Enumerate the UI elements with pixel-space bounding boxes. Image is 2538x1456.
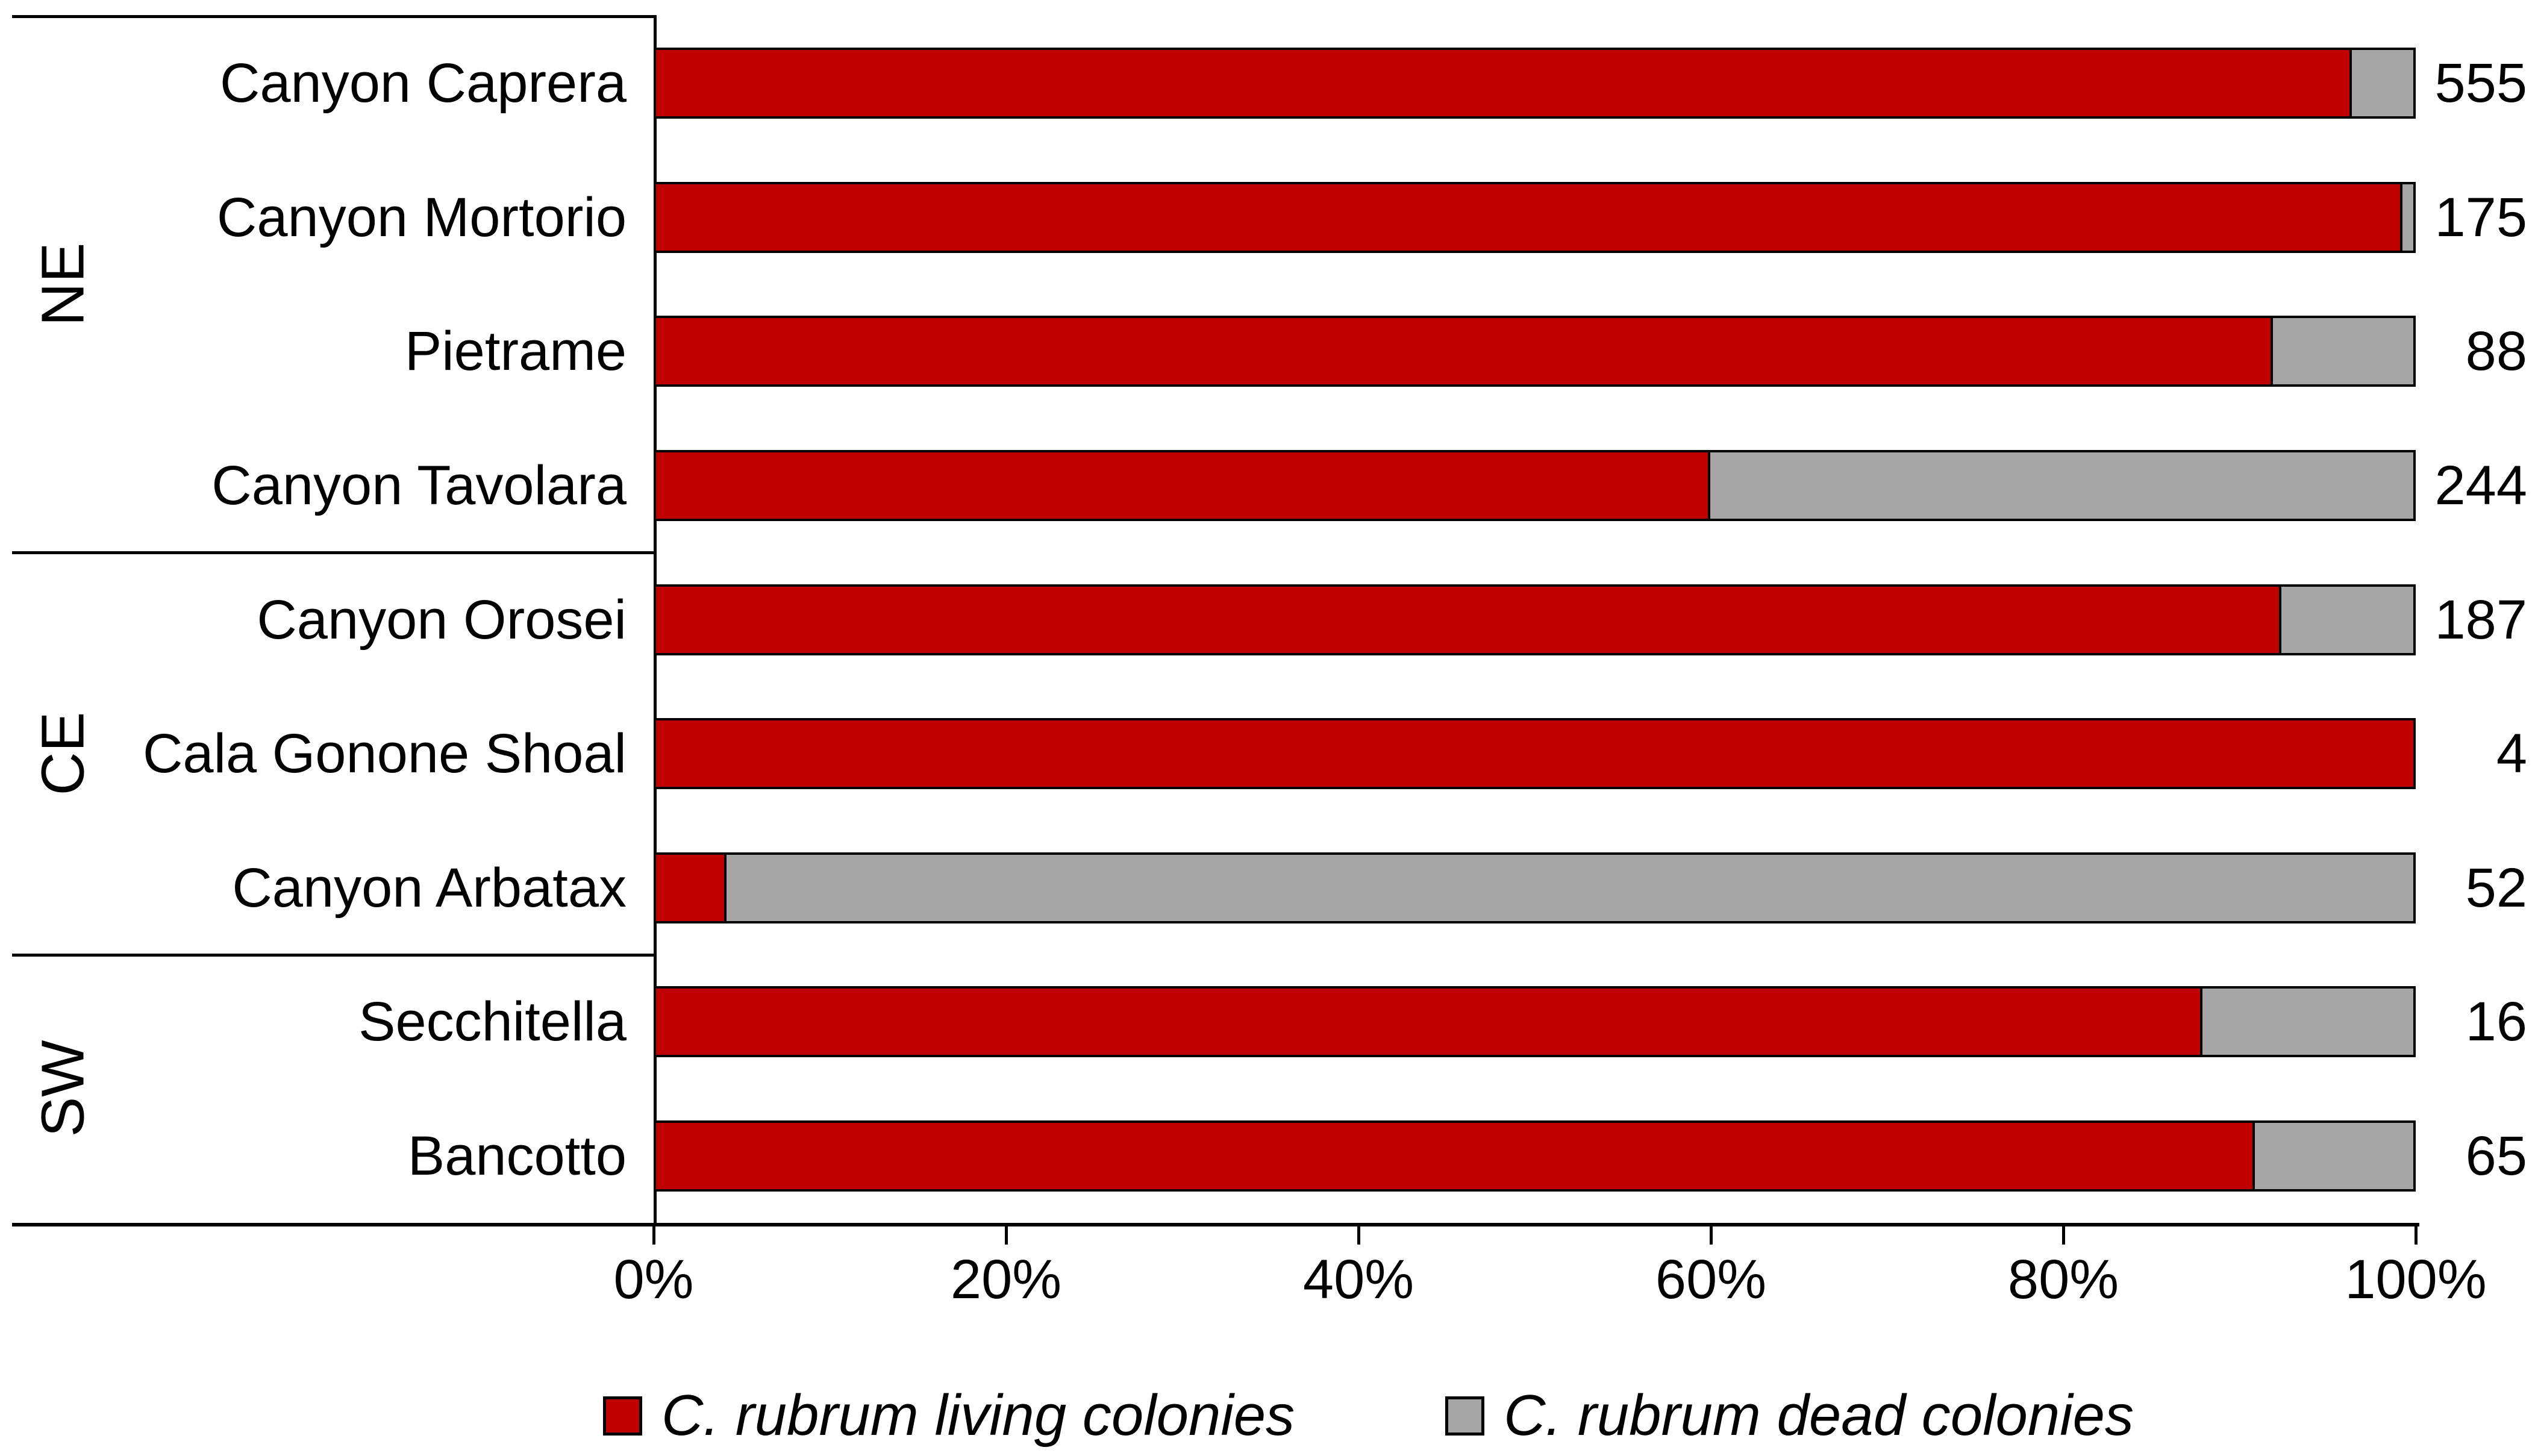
bar-segment-living xyxy=(656,50,2352,116)
site-label: Cala Gonone Shoal xyxy=(142,723,627,784)
legend-label-living: C. rubrum living colonies xyxy=(661,1383,1295,1448)
site-label: Secchitella xyxy=(358,991,627,1052)
bar-segment-living xyxy=(656,452,1711,519)
bar-segment-dead xyxy=(2351,50,2413,116)
colony-count-label: 244 xyxy=(2434,455,2528,516)
colony-count-label: 555 xyxy=(2434,52,2528,114)
bar-segment-dead xyxy=(2281,587,2413,653)
stacked-bar-row xyxy=(654,584,2416,655)
site-label: Canyon Tavolara xyxy=(211,455,627,516)
bar-segment-living xyxy=(656,989,2202,1055)
stacked-bar-row xyxy=(654,48,2416,119)
x-axis-tick xyxy=(1710,1226,1713,1245)
x-axis-tick xyxy=(1005,1226,1008,1245)
group-label-text: SW xyxy=(29,1040,97,1137)
x-axis-tick-label: 60% xyxy=(1655,1249,1767,1310)
bar-segment-living xyxy=(656,855,727,921)
x-axis-tick-label: 80% xyxy=(2007,1249,2119,1310)
x-axis-tick xyxy=(2062,1226,2065,1245)
x-axis-tick-label: 40% xyxy=(1302,1249,1414,1310)
legend-swatch-living-icon xyxy=(603,1396,643,1436)
legend-swatch-dead-icon xyxy=(1445,1396,1485,1436)
group-divider-line xyxy=(12,551,655,554)
x-axis-line xyxy=(12,1223,2419,1226)
legend-item-living: C. rubrum living colonies xyxy=(603,1383,1295,1449)
bar-segment-living xyxy=(656,318,2273,384)
bar-segment-dead xyxy=(2202,989,2413,1055)
bar-segment-living xyxy=(656,1123,2255,1189)
colony-count-label: 88 xyxy=(2465,320,2527,382)
colony-count-label: 4 xyxy=(2496,723,2527,784)
bar-segment-dead xyxy=(1710,452,2413,519)
group-divider-line xyxy=(12,954,655,957)
stacked-bar-row xyxy=(654,986,2416,1057)
site-label: Canyon Mortorio xyxy=(216,187,627,248)
group-label-text: CE xyxy=(29,711,97,796)
group-label-text: NE xyxy=(29,242,97,327)
stacked-bar-row xyxy=(654,1120,2416,1192)
bar-segment-dead xyxy=(2272,318,2413,384)
site-label: Bancotto xyxy=(407,1125,627,1187)
x-axis-tick-label: 0% xyxy=(613,1249,694,1310)
colony-count-label: 65 xyxy=(2465,1125,2527,1187)
bar-segment-living xyxy=(656,587,2282,653)
x-axis-tick xyxy=(2415,1226,2418,1245)
site-label: Canyon Caprera xyxy=(219,52,627,114)
colony-count-label: 187 xyxy=(2434,589,2528,651)
site-label: Canyon Arbatax xyxy=(232,857,627,919)
category-panel-top-border xyxy=(12,15,655,18)
legend-item-dead: C. rubrum dead colonies xyxy=(1445,1383,2134,1449)
stacked-bar-row xyxy=(654,316,2416,387)
x-axis-tick xyxy=(652,1226,655,1245)
bar-segment-living xyxy=(656,184,2403,251)
stacked-bar-row xyxy=(654,852,2416,923)
legend-label-dead: C. rubrum dead colonies xyxy=(1504,1383,2134,1448)
stacked-bar-row xyxy=(654,182,2416,253)
colony-count-label: 52 xyxy=(2465,857,2527,919)
site-label: Pietrame xyxy=(404,320,627,382)
site-label: Canyon Orosei xyxy=(257,589,627,651)
bar-segment-dead xyxy=(2255,1123,2413,1189)
x-axis-tick xyxy=(1357,1226,1360,1245)
x-axis-tick-label: 100% xyxy=(2345,1249,2487,1310)
stacked-bar-row xyxy=(654,718,2416,789)
colony-count-label: 175 xyxy=(2434,187,2528,248)
bar-segment-living xyxy=(656,720,2413,787)
stacked-bar-row xyxy=(654,450,2416,521)
colony-count-label: 16 xyxy=(2465,991,2527,1052)
bar-segment-dead xyxy=(2402,184,2413,251)
legend: C. rubrum living colonies C. rubrum dead… xyxy=(0,1383,2538,1449)
x-axis-tick-label: 20% xyxy=(950,1249,1062,1310)
bar-segment-dead xyxy=(726,855,2413,921)
